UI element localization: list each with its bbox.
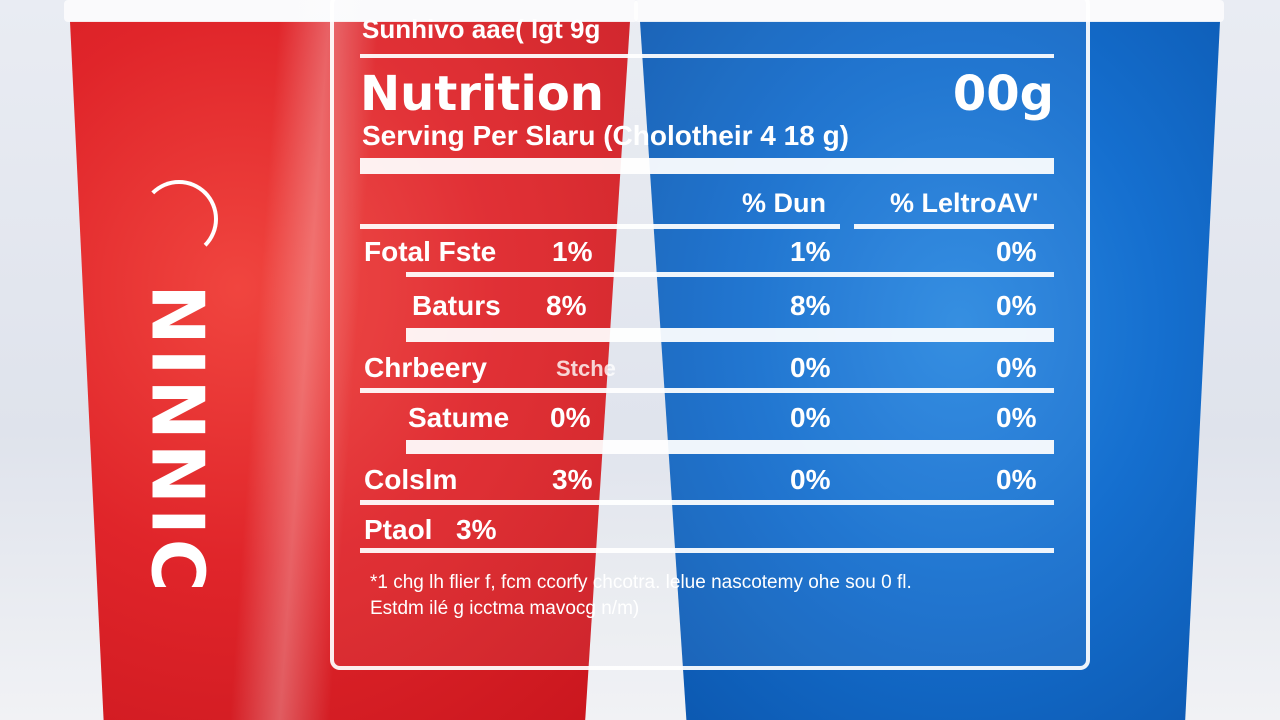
blue-slush-cup (640, 21, 1220, 720)
row-pct: Stche (556, 356, 616, 381)
divider (360, 500, 1054, 505)
row-pct: 0% (550, 402, 591, 433)
row-label: Chrbeery (364, 352, 487, 383)
red-cup-lid-rim (64, 0, 638, 22)
row-col1: 0% (790, 352, 831, 383)
row-col2: 0% (996, 236, 1037, 267)
row-pct: 8% (546, 290, 587, 321)
row-col2: 0% (996, 352, 1037, 383)
divider (854, 224, 1054, 229)
row-col1: 0% (790, 402, 831, 433)
row-label: Satume (408, 402, 510, 433)
thick-divider (406, 328, 1054, 342)
divider (360, 54, 1054, 58)
thick-divider (406, 440, 1054, 454)
row-pct: 3% (552, 464, 593, 495)
footnote-line-2: Estdm ilé g icctma mavocg n/m) (370, 598, 640, 619)
row-col2: 0% (996, 290, 1037, 321)
col2-header: % LeltroAV' (890, 188, 1039, 218)
divider (406, 272, 1054, 277)
serving-text: Serving Per Slaru (Cholotheir 4 18 g) (362, 120, 850, 151)
row-col2: 0% (996, 402, 1037, 433)
label-top-text: Sunhivo aae( lgt 9g (362, 14, 601, 44)
red-slush-cup (70, 21, 630, 720)
divider (360, 224, 840, 229)
row-col1: 1% (790, 236, 831, 267)
row-col2: 0% (996, 464, 1037, 495)
label-title: Nutrition (360, 66, 604, 122)
row-label: Fotal Fste (364, 236, 497, 267)
divider (360, 548, 1054, 553)
thick-divider (360, 158, 1054, 174)
row-pct: 3% (456, 514, 497, 545)
footnote-line-1: *1 chg lh flier f, fcm ccorfy chcotra. l… (370, 572, 912, 593)
row-col1: 0% (790, 464, 831, 495)
col1-header: % Dun (742, 188, 826, 218)
brand-swoosh-icon (140, 180, 218, 258)
cup-brand-logo: NINNIC (128, 200, 228, 680)
row-pct: 1% (552, 236, 593, 267)
divider (360, 388, 1054, 393)
row-col1: 8% (790, 290, 831, 321)
row-label: Ptaol (364, 514, 433, 545)
nutrition-label: Sunhivo aae( lgt 9g Nutrition 00g Servin… (330, 0, 1090, 670)
label-title-right: 00g (952, 66, 1054, 122)
cup-brand-text: NINNIC (136, 284, 221, 596)
row-label: Baturs (412, 290, 501, 321)
blue-cup-lid-rim (634, 0, 1224, 22)
row-label: Colslm (364, 464, 458, 495)
